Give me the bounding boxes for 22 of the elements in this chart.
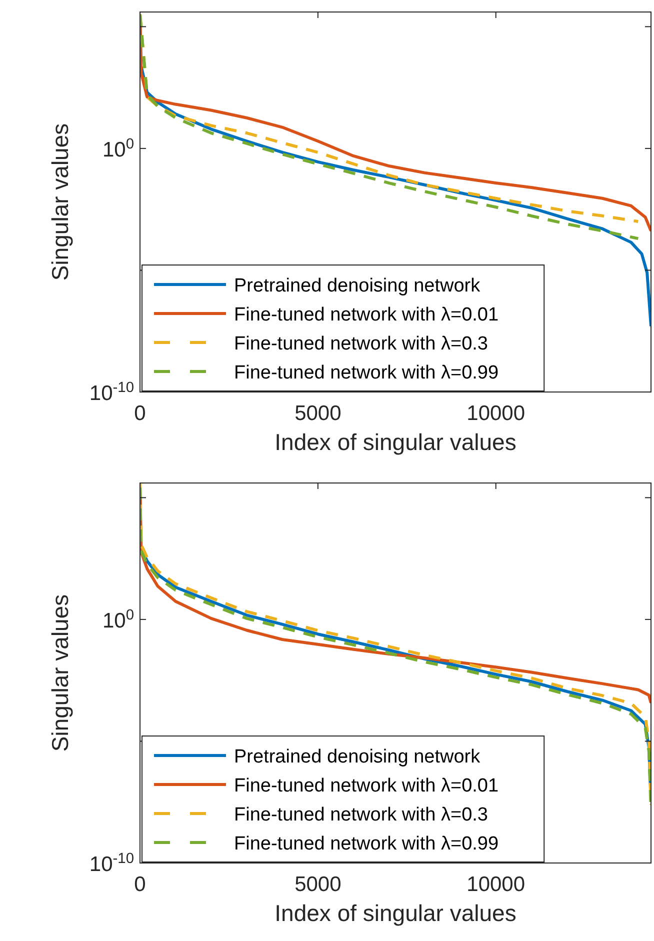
y-axis-title: Singular values <box>47 123 73 281</box>
x-tick-label: 10000 <box>466 873 526 896</box>
legend-label: Fine-tuned network with λ=0.3 <box>234 804 488 826</box>
y-tick-label: 10$^{0}$ <box>102 607 134 632</box>
y-tick-label: 10$^{0}$ <box>102 136 134 162</box>
x-tick-label: 10000 <box>466 402 526 425</box>
y-tick-label: 10$^{-10}$ <box>89 380 134 405</box>
legend-label: Fine-tuned network with λ=0.99 <box>234 834 499 854</box>
x-tick-label: 5000 <box>294 402 342 425</box>
y-tick-label: 10$^{-10}$ <box>89 851 134 876</box>
legend-label: Fine-tuned network with λ=0.01 <box>234 776 499 796</box>
legend-label: Pretrained denoising network <box>234 276 481 296</box>
y-axis-title: Singular values <box>47 594 73 752</box>
x-tick-label: 5000 <box>294 873 342 896</box>
legend-label: Fine-tuned network with λ=0.01 <box>234 304 499 326</box>
legend-label: Fine-tuned network with λ=0.99 <box>234 362 499 384</box>
x-axis-title: Index of singular values <box>274 900 516 926</box>
x-tick-label: 0 <box>134 873 146 896</box>
legend-label: Fine-tuned network with λ=0.3 <box>234 334 488 354</box>
x-axis-title: Index of singular values <box>274 429 516 455</box>
legend-label: Pretrained denoising network <box>234 746 481 768</box>
x-tick-label: 0 <box>134 402 146 425</box>
